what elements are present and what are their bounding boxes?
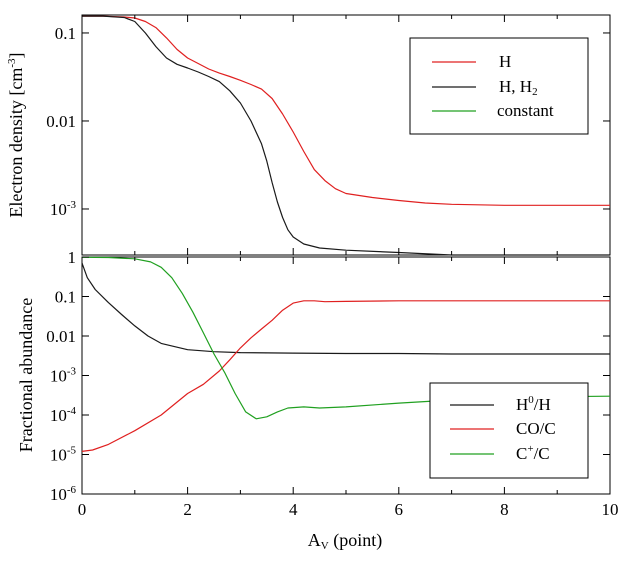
top-ytick-label-0-1: 0.1 [55, 24, 76, 43]
xtick-label-6: 6 [395, 500, 404, 519]
top-legend-box [409, 37, 589, 135]
bottom-series-cplus-c [81, 256, 611, 420]
xtick-label-10: 10 [602, 500, 619, 519]
top-series-h-h2 [82, 15, 610, 256]
legend-label-h-h2-sub: 2 [532, 86, 538, 98]
xtick-label-4: 4 [289, 500, 298, 519]
bottom-ytick-label-0-1: 0.1 [55, 288, 76, 307]
top-y-axis-label-sup: -3 [6, 58, 18, 68]
legend-label-h-h2: H, H2 [499, 77, 538, 98]
bottom-ytick-label-0-000001: 10-6 [50, 484, 77, 504]
top-legend: H H, H2 constant [409, 37, 589, 135]
legend-label-h0-h-sup: 0 [528, 394, 534, 406]
legend-label-h: H [499, 52, 511, 71]
bottom-ytick-label-1: 1 [68, 248, 77, 267]
x-axis-label: AV (point) [308, 530, 382, 552]
xtick-label-0: 0 [78, 500, 87, 519]
bottom-panel: 0 2 4 6 8 10 1 0.1 0.01 10-3 10-4 10-5 10-6 Fraction… [16, 248, 619, 552]
xtick-label-8: 8 [500, 500, 509, 519]
x-axis-label-end: (point) [329, 530, 383, 551]
bottom-legend: H0/H CO/C C+/C [429, 382, 589, 479]
legend-label-h0-h: H0/H [516, 394, 551, 414]
legend-label-cplus-c-sup: + [527, 443, 533, 455]
bottom-series-co-c [81, 300, 610, 452]
top-series-group [82, 15, 610, 256]
x-axis-label-sub: V [321, 540, 329, 552]
legend-label-h0-h-end: /H [534, 395, 551, 414]
bottom-y-axis-label: Fractional abundance [16, 298, 36, 452]
xtick-label-2: 2 [183, 500, 192, 519]
top-ytick-label-0-001: 10-3 [50, 199, 77, 219]
bottom-series-group [81, 256, 611, 452]
legend-label-cplus-c-end: /C [534, 444, 550, 463]
top-ticks-group: 0.1 0.01 10-3 [46, 15, 611, 255]
bottom-series-h0-h [81, 262, 610, 355]
top-series-h [82, 15, 610, 206]
top-panel: 0.1 0.01 10-3 Electron density [cm-3] H H,… [6, 14, 611, 256]
bottom-ytick-label-0-001: 10-3 [50, 366, 77, 386]
bottom-ytick-label-0-0001: 10-4 [50, 405, 77, 425]
legend-label-cplus-c-main: C [516, 444, 527, 463]
legend-label-constant: constant [497, 101, 554, 120]
legend-label-h-h2-main: H, H [499, 77, 532, 96]
legend-label-h0-h-main: H [516, 395, 528, 414]
top-y-axis-label-end: ] [6, 52, 26, 58]
bottom-ticks-group: 0 2 4 6 8 10 1 0.1 0.01 10-3 10-4 10-5 10-6 [46, 248, 618, 519]
x-axis-label-main: A [308, 530, 321, 550]
bottom-ytick-label-0-01: 0.01 [46, 327, 76, 346]
top-y-axis-label-main: Electron density [cm [6, 68, 26, 218]
bottom-ytick-label-0-00001: 10-5 [50, 445, 77, 465]
top-ytick-label-0-01: 0.01 [46, 112, 76, 131]
legend-label-co-c: CO/C [516, 419, 556, 438]
bottom-legend-box [429, 382, 589, 479]
top-y-axis-label: Electron density [cm-3] [6, 52, 26, 217]
legend-label-cplus-c: C+/C [516, 443, 550, 463]
